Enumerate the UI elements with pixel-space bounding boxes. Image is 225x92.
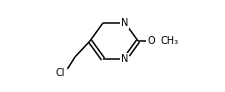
- Text: CH₃: CH₃: [159, 36, 178, 46]
- Text: O: O: [147, 36, 154, 46]
- Text: N: N: [121, 18, 128, 28]
- Text: N: N: [121, 54, 128, 64]
- Text: Cl: Cl: [55, 68, 65, 78]
